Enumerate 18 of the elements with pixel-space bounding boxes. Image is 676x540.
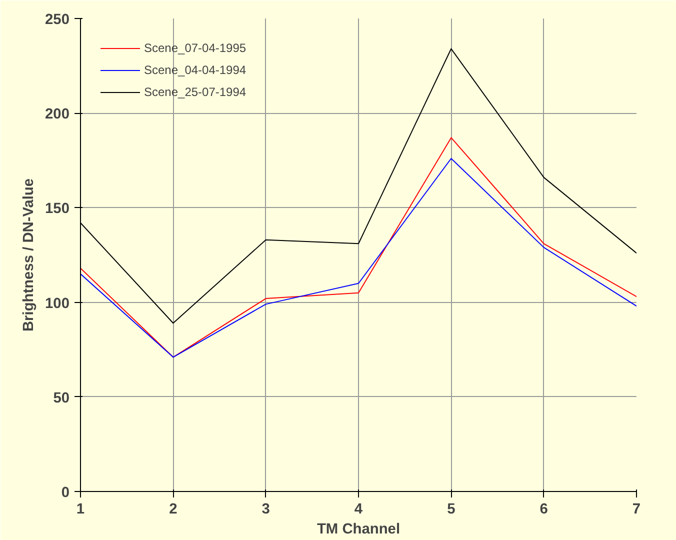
- x-tick-label: 5: [447, 502, 456, 518]
- x-tick-label: 4: [354, 502, 364, 518]
- x-tick-label: 2: [169, 502, 178, 518]
- y-tick-label: 200: [45, 106, 70, 123]
- x-tick-label: 1: [76, 502, 85, 518]
- legend-label: Scene_07-04-1995: [144, 41, 246, 55]
- x-tick-label: 3: [262, 502, 270, 518]
- y-tick-label: 250: [45, 12, 70, 28]
- y-tick-label: 0: [61, 485, 70, 501]
- x-axis-title: TM Channel: [316, 522, 400, 538]
- legend-label: Scene_25-07-1994: [144, 85, 246, 99]
- legend-label: Scene_04-04-1994: [144, 63, 246, 77]
- x-tick-label: 6: [540, 502, 548, 518]
- y-axis-title: Brightness / DN-Value: [21, 178, 38, 332]
- y-tick-label: 100: [45, 296, 70, 312]
- y-tick-label: 150: [45, 201, 70, 218]
- x-tick-label: 7: [632, 502, 641, 518]
- y-tick-label: 50: [53, 390, 70, 406]
